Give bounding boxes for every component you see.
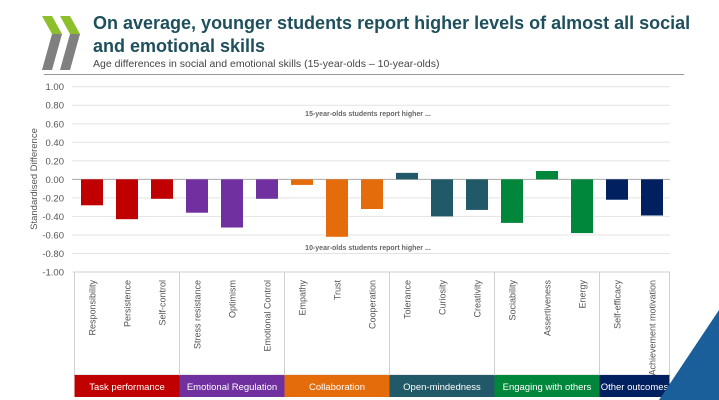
bar-achievement-motivation — [641, 179, 663, 216]
x-tick-label: Tolerance — [403, 280, 413, 319]
y-tick-label: -0.40 — [42, 212, 64, 223]
y-tick-label: 1.00 — [46, 82, 65, 93]
group-label: Emotional Regulation — [187, 382, 277, 393]
x-tick-label: Energy — [578, 280, 588, 309]
bar-energy — [571, 179, 593, 234]
x-tick-label: Responsibility — [88, 280, 98, 336]
group-band — [389, 375, 495, 397]
x-tick-label: Creativity — [473, 280, 483, 318]
x-tick-label: Curiosity — [438, 280, 448, 316]
group-label: Open-mindedness — [403, 382, 481, 393]
group-label: Engaging with others — [503, 382, 592, 393]
y-axis-label: Standardised Difference — [29, 128, 40, 230]
y-tick-label: -1.00 — [42, 268, 64, 279]
group-band — [74, 375, 180, 397]
bar-optimism — [221, 179, 243, 228]
page-subtitle: Age differences in social and emotional … — [93, 58, 440, 70]
y-tick-label: 0.20 — [46, 156, 65, 167]
bar-empathy — [291, 179, 313, 185]
annotation-top: 15-year-olds students report higher ... — [305, 111, 431, 118]
x-tick-label: Optimism — [228, 280, 238, 318]
y-tick-label: 0.40 — [46, 138, 65, 149]
x-tick-label: Achievement motivation — [648, 280, 658, 376]
bar-assertiveness — [536, 171, 558, 180]
y-tick-label: -0.80 — [42, 249, 64, 260]
bar-creativity — [466, 179, 488, 210]
group-band — [494, 375, 600, 397]
page-title: On average, younger students report high… — [93, 13, 691, 56]
bar-sociability — [501, 179, 523, 223]
y-tick-label: 0.80 — [46, 101, 65, 112]
x-tick-label: Emotional Control — [263, 280, 273, 352]
bar-responsibility — [81, 179, 103, 206]
group-band — [179, 375, 285, 397]
x-tick-label: Stress resistance — [193, 280, 203, 349]
group-label: Task performance — [89, 382, 165, 393]
bar-self-control — [151, 179, 173, 199]
x-tick-label: Sociability — [508, 280, 518, 321]
y-tick-label: -0.60 — [42, 230, 64, 241]
group-label: Collaboration — [309, 382, 365, 393]
x-tick-label: Self-efficacy — [613, 280, 623, 329]
x-tick-label: Assertiveness — [543, 280, 553, 337]
bar-trust — [326, 179, 348, 237]
annotation-bottom: 10-year-olds students report higher ... — [305, 245, 431, 252]
group-band — [284, 375, 390, 397]
bar-cooperation — [361, 179, 383, 209]
bar-stress-resistance — [186, 179, 208, 213]
y-tick-label: 0.00 — [46, 175, 65, 186]
x-tick-label: Self-control — [158, 280, 168, 326]
bar-self-efficacy — [606, 179, 628, 200]
corner-decoration — [659, 310, 719, 400]
y-tick-label: 0.60 — [46, 119, 65, 130]
bar-tolerance — [396, 172, 418, 180]
bar-emotional-control — [256, 179, 278, 199]
x-tick-label: Persistence — [123, 280, 133, 327]
bar-persistence — [116, 179, 138, 220]
x-tick-label: Trust — [333, 280, 343, 301]
x-tick-label: Cooperation — [368, 280, 378, 329]
title-divider — [44, 74, 684, 75]
oecd-logo — [42, 16, 80, 70]
group-label: Other outcomes — [601, 382, 669, 393]
y-tick-label: -0.20 — [42, 193, 64, 204]
group-band — [599, 375, 670, 397]
bar-curiosity — [431, 179, 453, 217]
x-tick-label: Empathy — [298, 280, 308, 316]
